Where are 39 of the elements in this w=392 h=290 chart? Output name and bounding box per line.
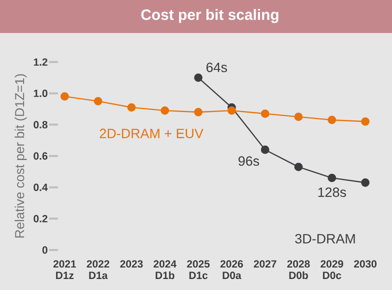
x-tick-label: 2024 D1b	[154, 260, 176, 280]
point	[328, 174, 336, 182]
point	[228, 106, 236, 115]
y-tick-label: 1.2	[34, 58, 48, 66]
x-tick-label: 2026 D0a	[220, 260, 243, 280]
point	[294, 162, 303, 172]
series-label: 2D-DRAM + EUV	[100, 128, 204, 138]
x-tick-label: 2028 D0b	[287, 260, 310, 280]
point	[127, 103, 136, 112]
point	[160, 106, 170, 115]
y-axis-title: Relative cost per bit (D1Z=1)	[14, 74, 27, 238]
point	[361, 178, 370, 187]
x-tick-label: 2030	[354, 260, 377, 268]
point	[194, 73, 202, 82]
x-tick-label: 2022 D1a	[86, 260, 110, 280]
chart-title: Cost per bit scaling	[141, 9, 278, 24]
y-tick-label: 0	[42, 246, 48, 254]
x-tick-label: 2023	[120, 260, 143, 268]
point	[328, 116, 336, 124]
annotation: 128s	[318, 187, 346, 197]
annotation: 64s	[206, 62, 228, 72]
annotation: 96s	[238, 156, 260, 166]
point	[260, 146, 270, 154]
x-tick-label: 2021 D1z	[53, 260, 76, 279]
x-tick-label: 2027	[254, 260, 276, 268]
point	[60, 92, 69, 101]
point	[294, 112, 303, 122]
text: 3D-DRAM	[295, 234, 355, 244]
point	[194, 108, 202, 116]
point	[361, 117, 370, 126]
y-tick-label: 1.0	[34, 90, 48, 98]
x-tick-label: 2025 D1c	[187, 260, 210, 280]
y-tick-label: 0.6	[34, 152, 48, 160]
point	[260, 110, 270, 118]
x-tick-label: 2029 D0c	[320, 260, 344, 280]
y-tick-label: 0.4	[34, 184, 48, 192]
y-tick-label: 0.2	[34, 214, 48, 222]
y-tick-label: 0.8	[34, 120, 48, 128]
point	[94, 96, 102, 106]
